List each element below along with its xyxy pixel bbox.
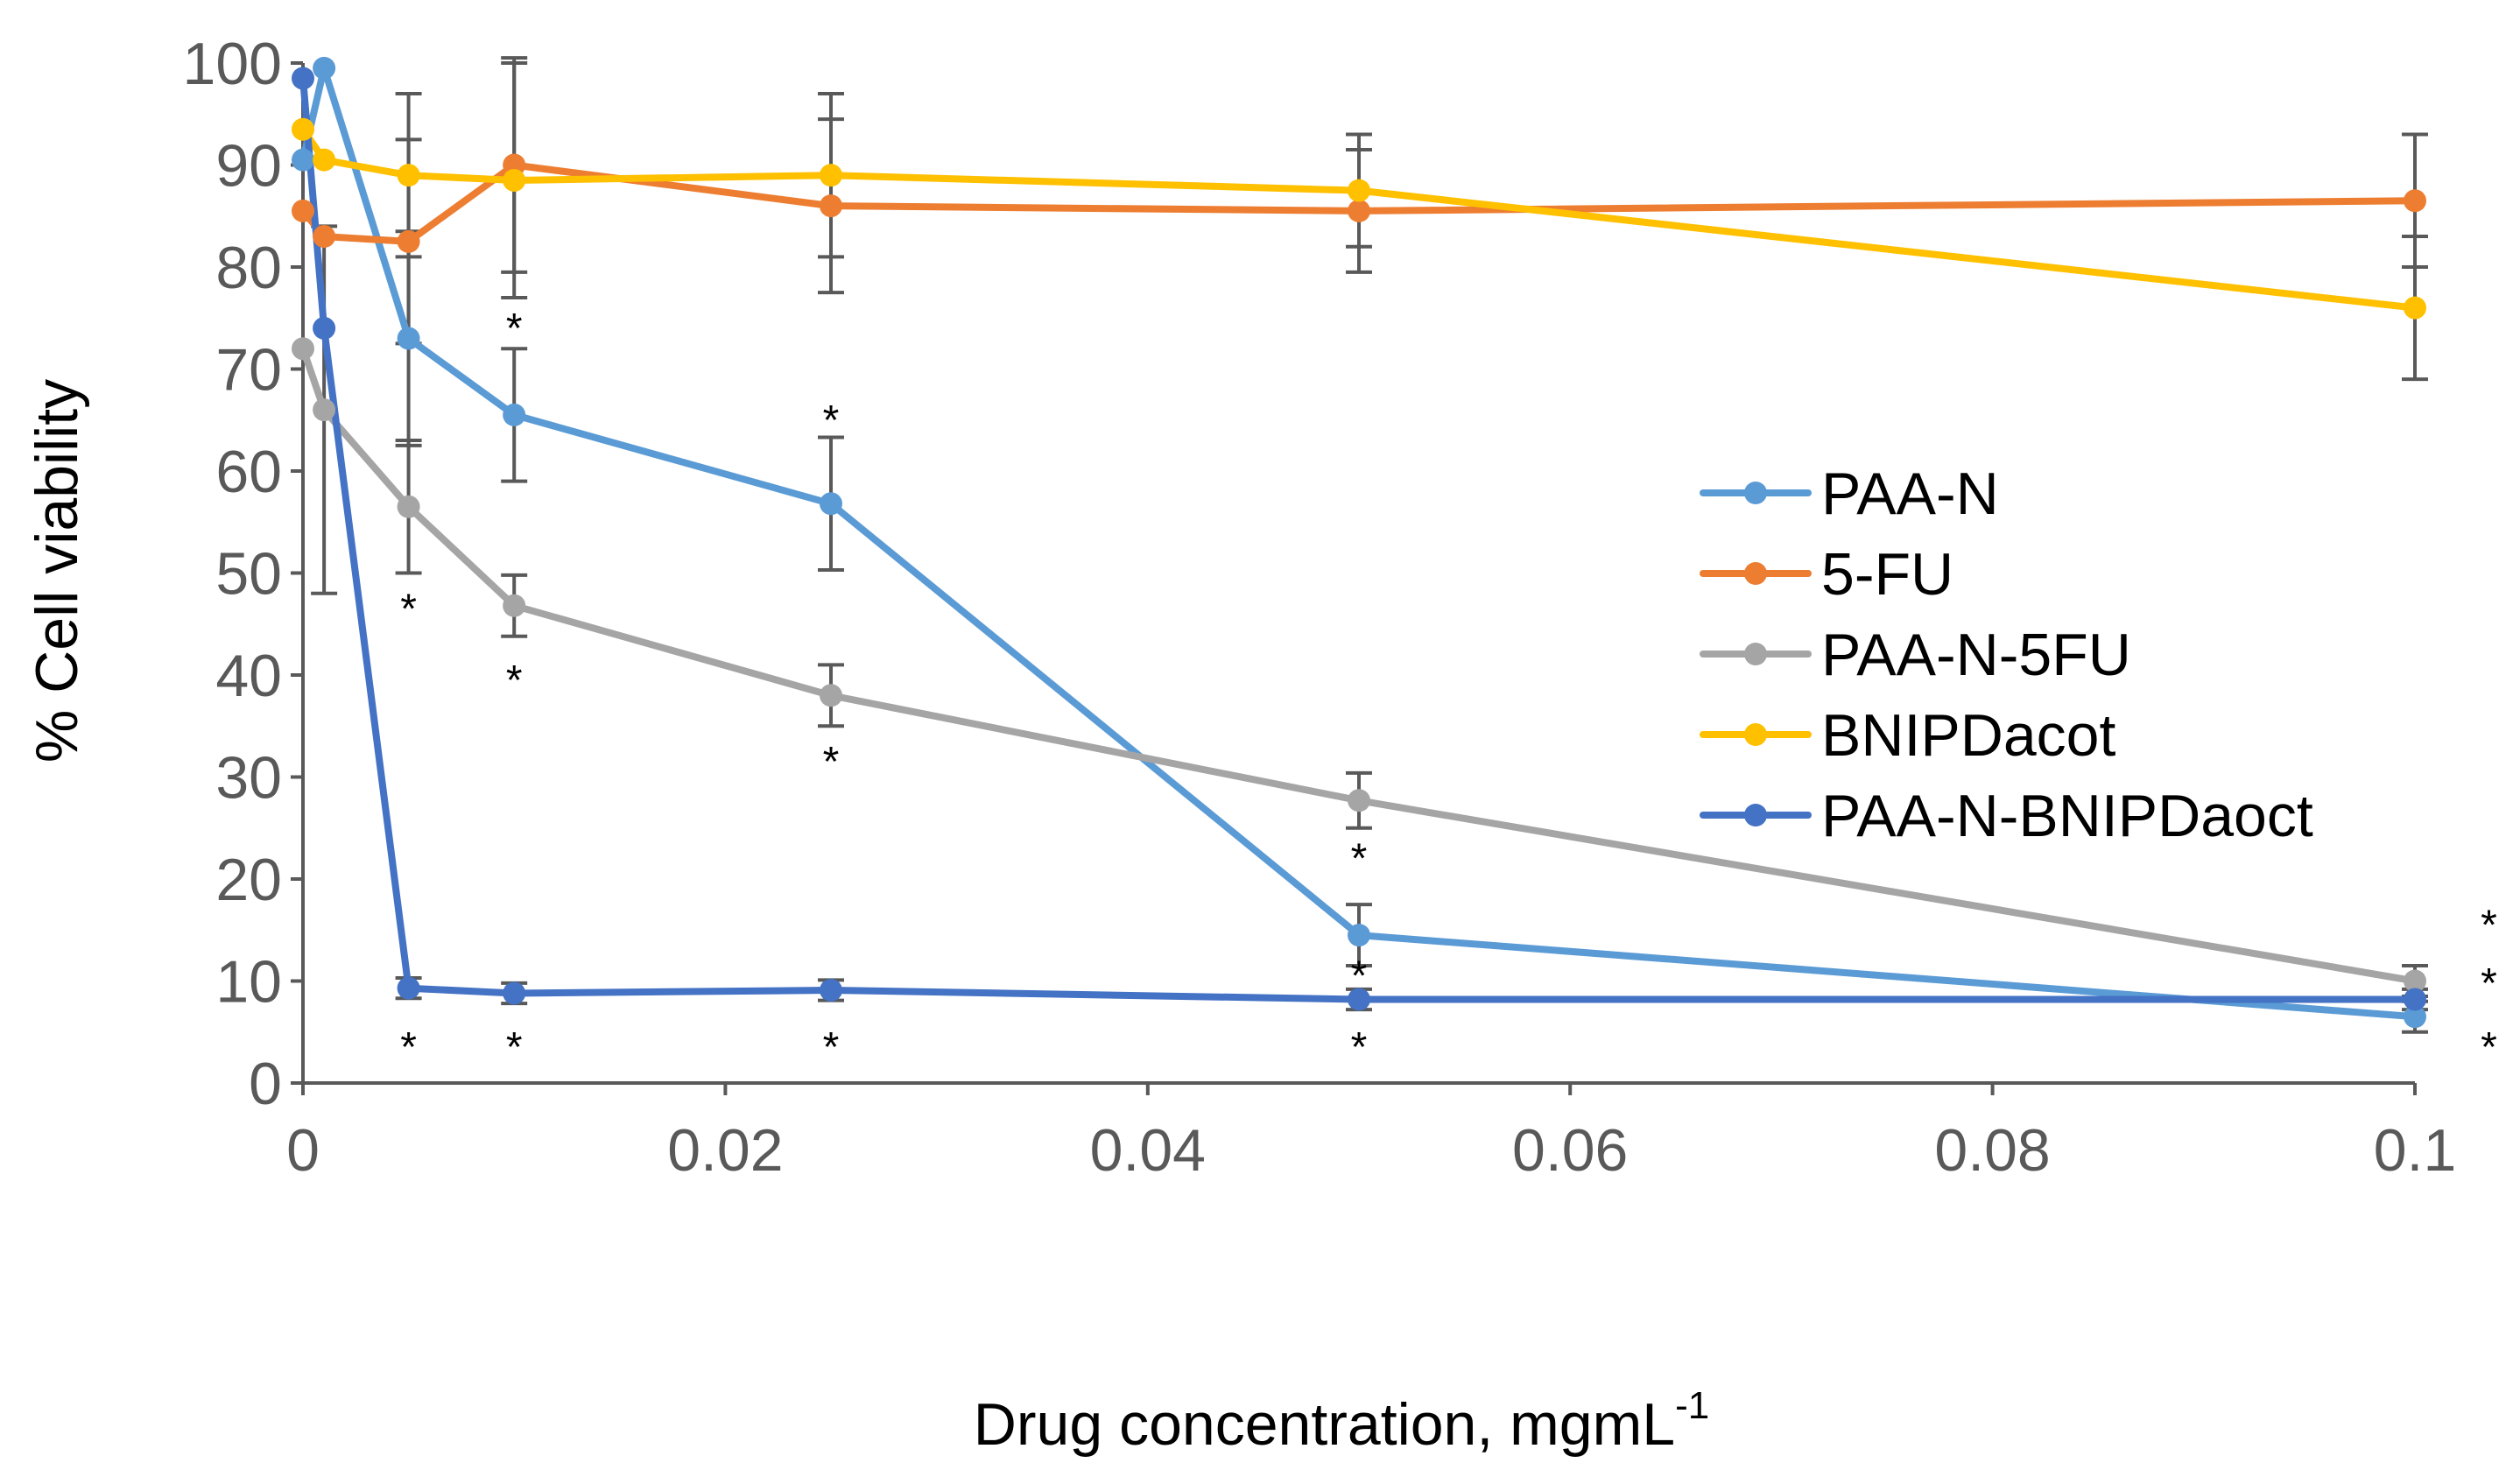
data-point-paa-n-bnipdaoct bbox=[820, 978, 842, 1002]
data-point-paa-n-5fu bbox=[820, 684, 842, 707]
y-tick-label: 70 bbox=[215, 337, 282, 404]
data-point-paa-n bbox=[292, 148, 314, 172]
significance-star: * bbox=[823, 1024, 840, 1071]
legend-label: PAA-N-BNIPDaoct bbox=[1821, 783, 2313, 849]
y-tick-label: 20 bbox=[215, 847, 282, 913]
data-point-5-fu bbox=[397, 229, 420, 253]
x-axis-title-superscript: -1 bbox=[1675, 1384, 1709, 1427]
legend: PAA-N 5-FU PAA-N-5FU BNIPDacot PAA-N-BNIPDao… bbox=[1700, 461, 2313, 849]
data-point-bnipdacot bbox=[2404, 296, 2426, 320]
data-point-bnipdacot bbox=[397, 164, 420, 187]
x-tick-label: 0.08 bbox=[1934, 1117, 2050, 1184]
significance-star: * bbox=[506, 306, 523, 352]
legend-label: BNIPDacot bbox=[1821, 702, 2115, 769]
data-point-paa-n bbox=[820, 492, 842, 516]
data-point-paa-n bbox=[397, 327, 420, 350]
legend-swatch-marker bbox=[1744, 482, 1767, 504]
data-point-5-fu bbox=[2404, 189, 2426, 213]
data-point-5-fu bbox=[1348, 199, 1370, 222]
significance-star: * bbox=[506, 658, 523, 704]
y-tick-label: 0 bbox=[249, 1051, 282, 1117]
y-tick-label: 60 bbox=[215, 439, 282, 505]
legend-label: 5-FU bbox=[1821, 541, 1953, 608]
x-tick-label: 0.04 bbox=[1090, 1117, 1206, 1184]
data-point-paa-n-bnipdaoct bbox=[2404, 988, 2426, 1011]
data-point-bnipdacot bbox=[820, 164, 842, 187]
y-tick-label: 80 bbox=[215, 235, 282, 301]
significance-star: * bbox=[1351, 1024, 1368, 1071]
legend-swatch-marker bbox=[1744, 804, 1767, 826]
significance-star: * bbox=[400, 1024, 417, 1071]
legend-swatch-marker bbox=[1744, 562, 1767, 585]
data-point-paa-n-bnipdaoct bbox=[292, 67, 314, 90]
y-tick-label: 30 bbox=[215, 745, 282, 812]
data-point-bnipdacot bbox=[313, 148, 336, 172]
data-point-paa-n bbox=[1348, 924, 1370, 947]
data-point-bnipdacot bbox=[1348, 179, 1370, 202]
data-point-paa-n-bnipdaoct bbox=[1348, 988, 1370, 1011]
legend-label: PAA-N-5FU bbox=[1821, 622, 2131, 688]
data-point-paa-n bbox=[2404, 1005, 2426, 1029]
significance-star: * bbox=[1351, 836, 1368, 883]
legend-swatch-marker bbox=[1744, 723, 1767, 746]
x-axis-title: Drug concentration, mgmL-1 bbox=[974, 1384, 1709, 1458]
x-tick-label: 0 bbox=[286, 1117, 320, 1184]
x-tick-label: 0.02 bbox=[667, 1117, 783, 1184]
data-point-5-fu bbox=[292, 199, 314, 222]
data-point-paa-n-5fu bbox=[2404, 969, 2426, 993]
data-point-bnipdacot bbox=[503, 168, 526, 192]
data-point-paa-n-bnipdaoct bbox=[503, 981, 526, 1005]
data-point-paa-n-5fu bbox=[503, 594, 526, 617]
y-tick-label: 40 bbox=[215, 643, 282, 709]
significance-star: * bbox=[1351, 953, 1368, 1000]
y-tick-label: 90 bbox=[215, 133, 282, 200]
significance-star: * bbox=[400, 586, 417, 632]
significance-star: * bbox=[823, 739, 840, 785]
significance-star: * bbox=[2481, 960, 2497, 1007]
data-point-5-fu bbox=[820, 194, 842, 218]
significance-marks: * * * * * * * * * * * * * * bbox=[400, 306, 2497, 1071]
x-tick-label: 0.06 bbox=[1512, 1117, 1628, 1184]
data-point-bnipdacot bbox=[292, 117, 314, 141]
x-axis-title-text: Drug concentration, mgmL bbox=[974, 1391, 1675, 1458]
data-point-5-fu bbox=[313, 225, 336, 249]
significance-star: * bbox=[2481, 902, 2497, 948]
significance-star: * bbox=[823, 397, 840, 444]
legend-label: PAA-N bbox=[1821, 461, 1999, 527]
y-tick-label: 100 bbox=[183, 31, 282, 97]
series-points bbox=[292, 56, 2426, 1029]
data-point-paa-n-5fu bbox=[292, 337, 314, 361]
data-point-paa-n-5fu bbox=[1348, 789, 1370, 812]
legend-swatch-marker bbox=[1744, 643, 1767, 665]
data-point-paa-n bbox=[313, 56, 336, 80]
significance-star: * bbox=[2481, 1024, 2497, 1071]
x-tick-label: 0.1 bbox=[2374, 1117, 2457, 1184]
data-point-paa-n bbox=[503, 403, 526, 426]
y-tick-label: 10 bbox=[215, 949, 282, 1016]
data-point-paa-n-5fu bbox=[397, 495, 420, 518]
axes: 0 10 20 30 40 50 60 70 80 90 100 0 0.02 0.04 0.06 0.08 0… bbox=[183, 31, 2457, 1184]
data-point-paa-n-5fu bbox=[313, 398, 336, 422]
significance-star: * bbox=[506, 1024, 523, 1071]
data-point-paa-n-bnipdaoct bbox=[313, 316, 336, 340]
y-axis-title: % Cell viability bbox=[24, 379, 90, 763]
data-point-paa-n-bnipdaoct bbox=[397, 976, 420, 1000]
y-tick-label: 50 bbox=[215, 541, 282, 608]
